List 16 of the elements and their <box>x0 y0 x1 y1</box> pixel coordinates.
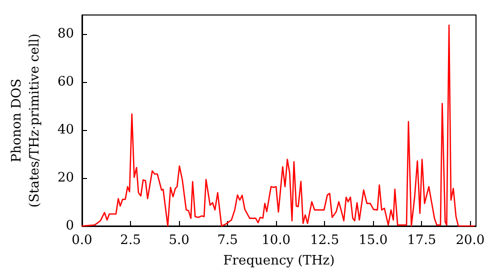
x-tick-label: 5.0 <box>168 233 190 248</box>
y-tick-label: 80 <box>57 26 74 42</box>
x-tick-label: 17.5 <box>407 233 436 248</box>
y-tick-label: 40 <box>57 122 74 138</box>
y-tick-label: 60 <box>57 74 74 90</box>
x-tick-label: 0.0 <box>72 233 92 248</box>
x-axis-title: Frequency (THz) <box>223 253 335 268</box>
x-tick-label: 12.5 <box>310 233 340 248</box>
y-axis-title: Phonon DOS (States/THz·primitive cell) <box>10 33 42 208</box>
x-tick-label: 2.5 <box>120 233 141 248</box>
x-tick-label: 15.0 <box>358 233 388 248</box>
x-tick-label: 10.0 <box>262 233 291 248</box>
x-tick-label: 20.0 <box>456 233 485 248</box>
y-tick-label: 20 <box>57 170 74 186</box>
x-tick-label: 7.5 <box>217 233 238 248</box>
y-tick-label: 0 <box>66 218 74 234</box>
